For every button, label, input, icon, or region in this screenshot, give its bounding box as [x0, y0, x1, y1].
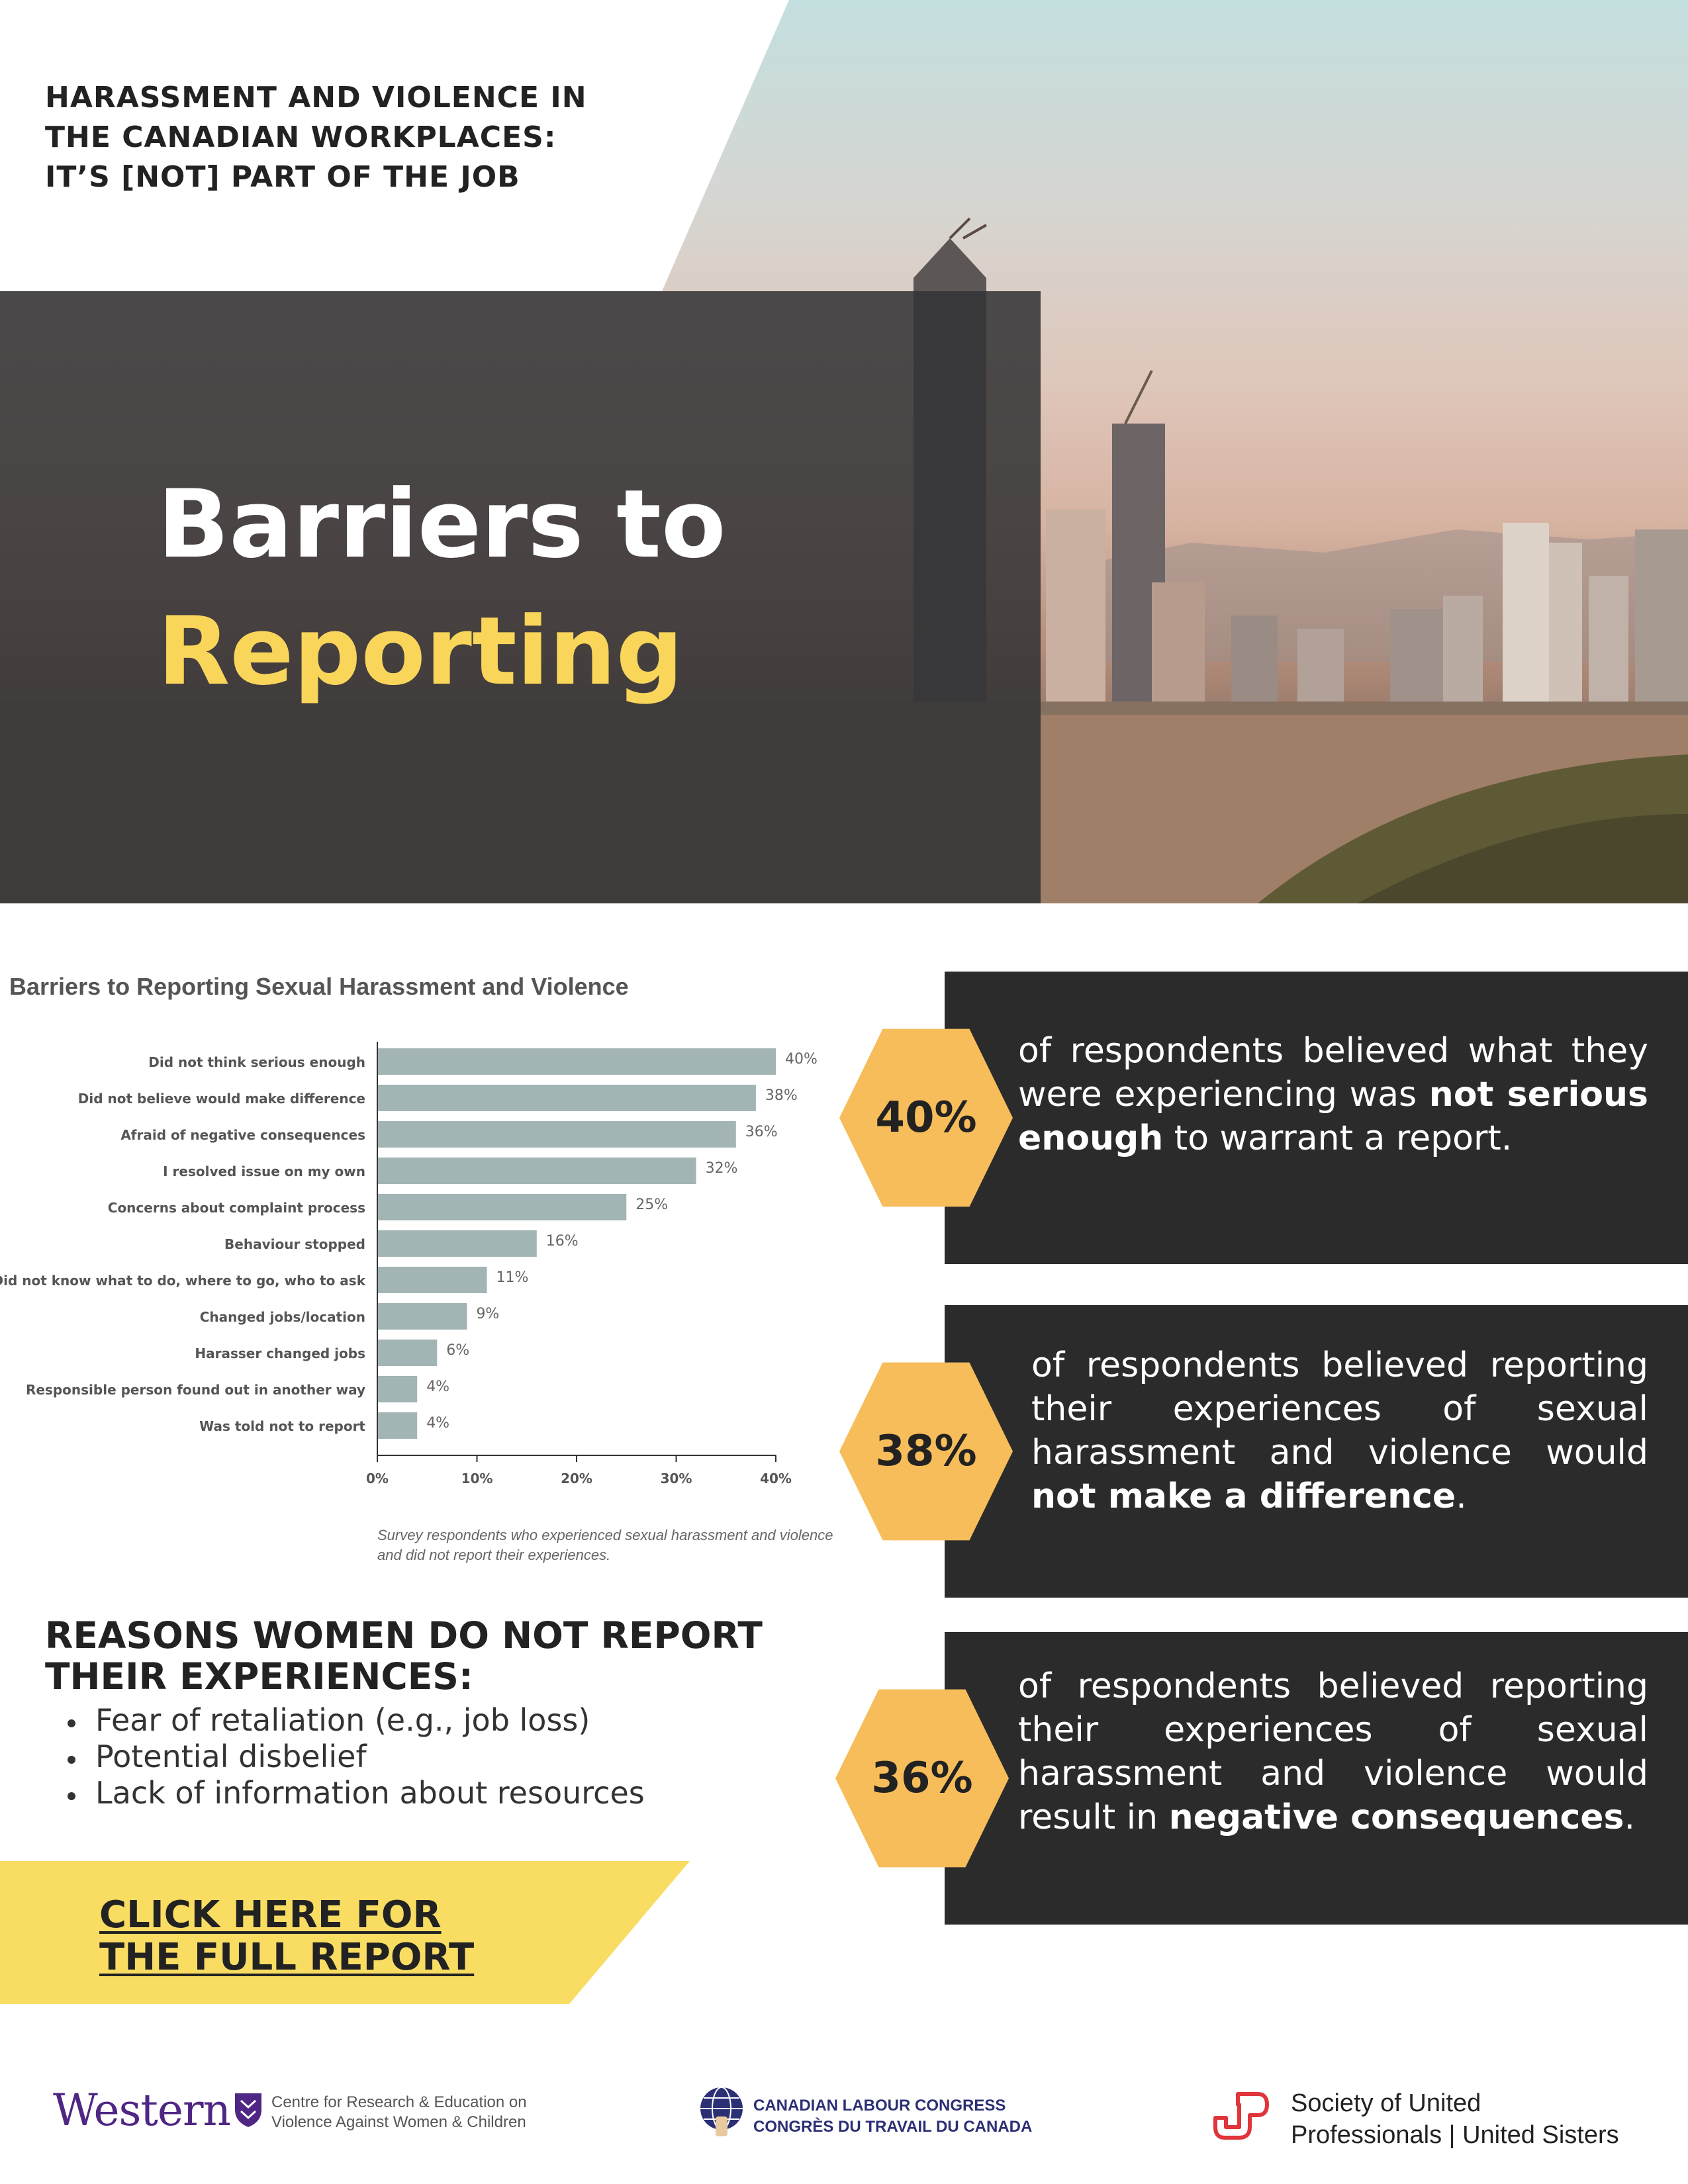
stat-box-38	[945, 1305, 1688, 1598]
value-label: 4%	[426, 1379, 449, 1395]
reason-item: Fear of retaliation (e.g., job loss)	[65, 1702, 645, 1739]
stat-text-post: .	[1456, 1477, 1467, 1516]
bar	[377, 1194, 627, 1220]
stat-percent: 36%	[871, 1754, 973, 1803]
value-label: 11%	[496, 1269, 529, 1286]
category-label: Harasser changed jobs	[195, 1345, 365, 1361]
category-label: Did not believe would make difference	[78, 1091, 365, 1107]
stat-percent: 40%	[875, 1093, 977, 1142]
category-label: Was told not to report	[199, 1418, 365, 1434]
western-description: Centre for Research & Education on Viole…	[271, 2093, 527, 2131]
bar	[377, 1412, 418, 1439]
cta-line1: CLICK HERE FOR	[99, 1893, 442, 1936]
document-title: HARASSMENT AND VIOLENCE IN THE CANADIAN …	[45, 78, 720, 197]
stat-text-pre: of respondents believed what they were e…	[1018, 1031, 1648, 1115]
stat-text-bold: not serious enough	[1018, 1075, 1648, 1158]
stat-text: of respondents believed reporting their …	[1018, 1664, 1648, 1839]
stat-box-36	[945, 1632, 1688, 1925]
category-label: I resolved issue on my own	[163, 1163, 365, 1179]
chart-caption: Survey respondents who experienced sexua…	[377, 1527, 833, 1563]
stat-text-pre: of respondents believed reporting their …	[1018, 1666, 1648, 1837]
x-tick-label: 20%	[561, 1471, 592, 1486]
clc-line2: CONGRÈS DU TRAVAIL DU CANADA	[753, 2118, 1033, 2136]
hero-overlay-panel	[0, 291, 1041, 903]
bar	[377, 1085, 756, 1111]
reason-item: Potential disbelief	[65, 1739, 645, 1775]
bar	[377, 1121, 736, 1148]
hero-heading-line1: Barriers to	[158, 470, 726, 579]
sup-line2: Professionals | United Sisters	[1291, 2121, 1619, 2149]
x-tick-label: 40%	[760, 1471, 792, 1486]
reasons-list: Fear of retaliation (e.g., job loss) Pot…	[65, 1702, 645, 1811]
category-label: Afraid of negative consequences	[120, 1127, 365, 1143]
stat-text: of respondents believed what they were e…	[1018, 1029, 1648, 1160]
category-label: Behaviour stopped	[224, 1236, 365, 1252]
value-label: 16%	[546, 1233, 579, 1250]
title-line: HARASSMENT AND VIOLENCE IN	[45, 81, 587, 114]
value-label: 4%	[426, 1415, 449, 1432]
western-wordmark: Western	[53, 2085, 231, 2136]
x-tick-label: 30%	[661, 1471, 692, 1486]
chart-title: Barriers to Reporting Sexual Harassment …	[9, 973, 629, 1000]
stat-text-bold: not make a difference	[1031, 1477, 1456, 1516]
bar	[377, 1158, 696, 1184]
bar	[377, 1303, 467, 1330]
bar-chart: Did not think serious enough 40% Did not b…	[0, 1042, 818, 1486]
stat-text-pre: of respondents believed reporting their …	[1031, 1345, 1648, 1473]
value-label: 6%	[446, 1342, 469, 1359]
cta-line2: THE FULL REPORT	[99, 1936, 475, 1979]
bar	[377, 1340, 438, 1366]
full-report-link[interactable]: CLICK HERE FOR THE FULL REPORT	[0, 1861, 690, 2004]
reason-item: Lack of information about resources	[65, 1775, 645, 1811]
stat-box-40	[945, 972, 1688, 1264]
western-crest-icon	[235, 2093, 261, 2127]
title-line: THE CANADIAN WORKPLACES:	[45, 120, 557, 154]
sup-logo-mark-icon	[1213, 2092, 1269, 2140]
x-tick-label: 10%	[461, 1471, 493, 1486]
category-label: Changed jobs/location	[200, 1309, 365, 1325]
bar	[377, 1048, 776, 1075]
x-tick-label: 0%	[366, 1471, 389, 1486]
value-label: 32%	[706, 1160, 738, 1177]
reasons-heading: REASONS WOMEN DO NOT REPORT THEIR EXPERI…	[45, 1614, 763, 1698]
stat-text-post: .	[1624, 1797, 1636, 1837]
value-label: 36%	[745, 1124, 778, 1140]
hero-heading-line2: Reporting	[158, 597, 684, 706]
stat-percent: 38%	[875, 1427, 977, 1476]
stat-text: of respondents believed reporting their …	[1031, 1343, 1648, 1518]
category-label: Responsible person found out in another …	[26, 1382, 365, 1398]
category-label: Did not think serious enough	[148, 1054, 365, 1070]
globe-fist-icon	[700, 2087, 743, 2136]
value-label: 38%	[765, 1087, 798, 1104]
category-label: Did not know what to do, where to go, wh…	[0, 1273, 366, 1289]
bar	[377, 1376, 418, 1402]
stat-text-post: to warrant a report.	[1163, 1118, 1513, 1158]
bar	[377, 1230, 537, 1257]
clc-line1: CANADIAN LABOUR CONGRESS	[753, 2097, 1006, 2115]
sup-line1: Society of United	[1291, 2089, 1481, 2117]
category-label: Concerns about complaint process	[108, 1200, 365, 1216]
title-line: IT’S [NOT] PART OF THE JOB	[45, 160, 520, 194]
footer-logos: Western Centre for Research & Education …	[0, 2058, 1688, 2158]
sup-text: Society of United Professionals | United…	[1291, 2087, 1619, 2151]
value-label: 9%	[476, 1306, 499, 1322]
value-label: 40%	[785, 1051, 818, 1068]
value-label: 25%	[635, 1197, 668, 1213]
stat-text-bold: negative consequences	[1168, 1797, 1624, 1837]
clc-text: CANADIAN LABOUR CONGRESS CONGRÈS DU TRAV…	[753, 2095, 1032, 2138]
bar	[377, 1267, 487, 1293]
